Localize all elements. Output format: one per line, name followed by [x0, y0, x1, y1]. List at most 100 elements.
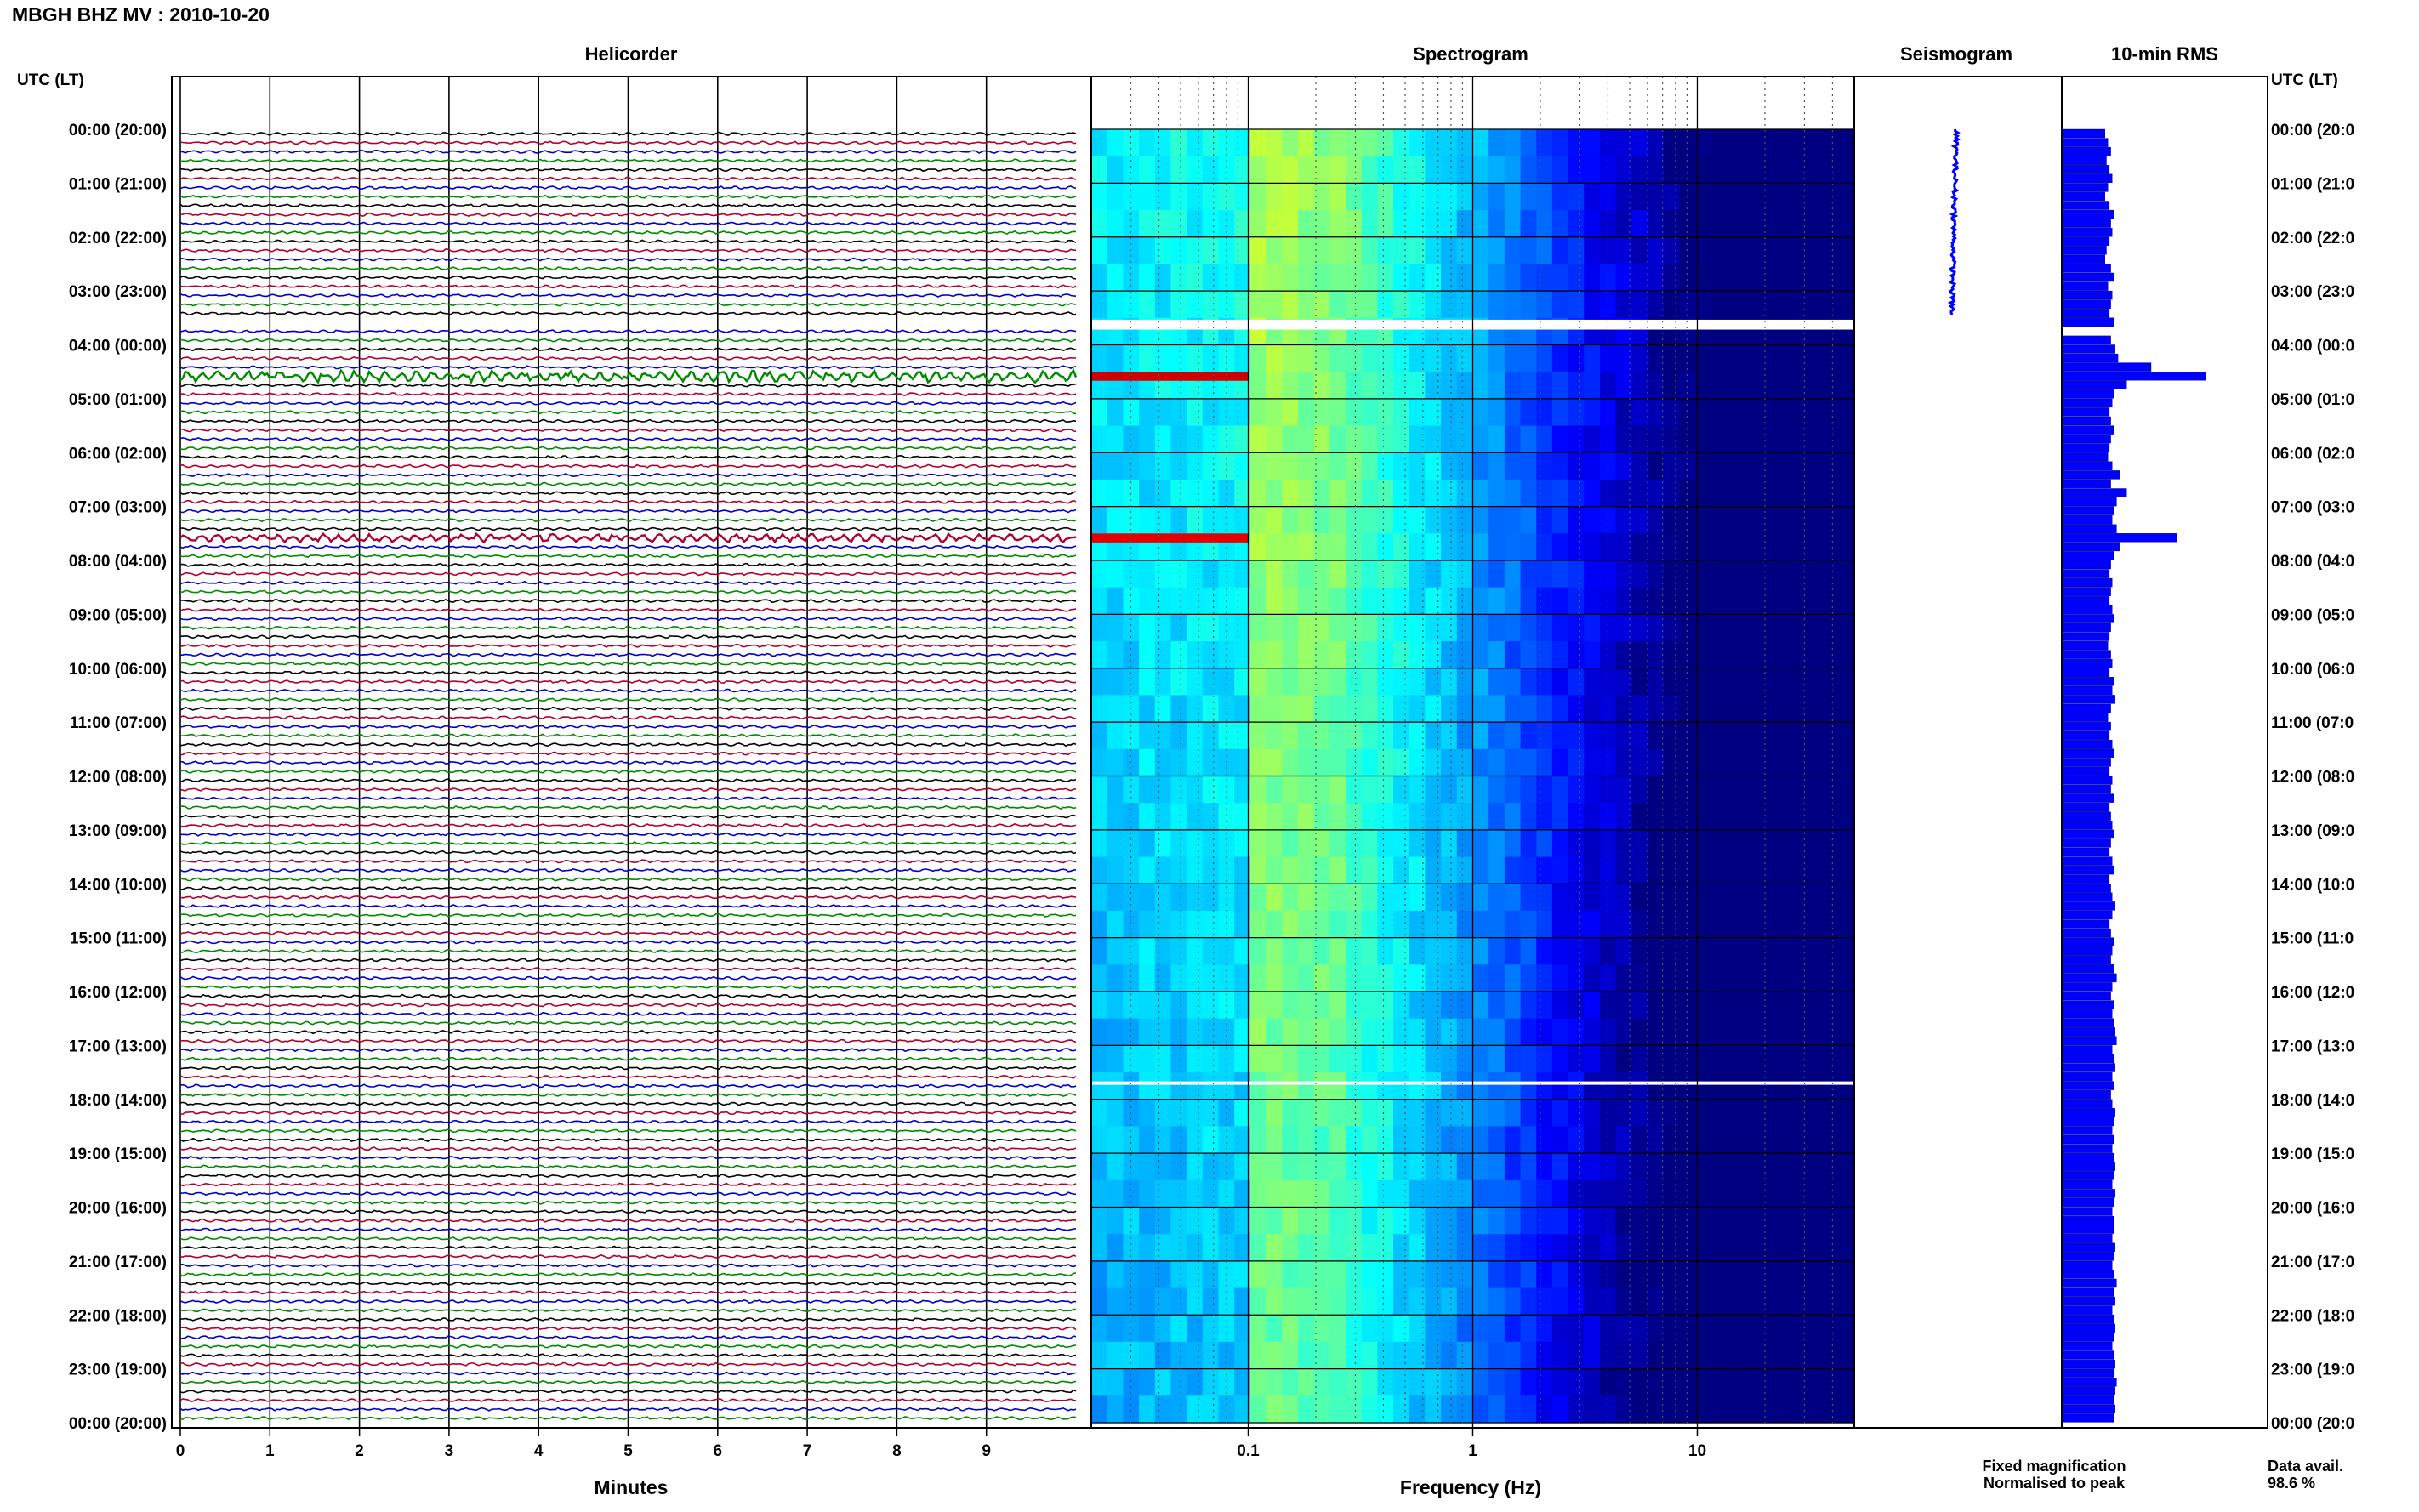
spectrogram-cell	[1456, 614, 1474, 642]
spectrogram-cell	[1504, 937, 1522, 965]
spectrogram-cell	[1520, 560, 1537, 588]
spectrogram-cell	[1139, 695, 1156, 723]
spectrogram-cell	[1822, 1126, 1839, 1154]
spectrogram-cell	[1520, 264, 1537, 292]
spectrogram-cell	[1139, 748, 1156, 777]
spectrogram-cell	[1838, 1045, 1855, 1073]
spectrogram-cell	[1234, 264, 1251, 292]
spectrogram-cell	[1758, 829, 1776, 858]
spectrogram-cell	[1584, 829, 1601, 858]
rms-bar	[2061, 353, 2119, 363]
spectrogram-cell	[1266, 1260, 1283, 1289]
spectrogram-cell	[1377, 748, 1394, 777]
spectrogram-cell	[1091, 183, 1108, 211]
spectrogram-cell	[1790, 210, 1807, 238]
spectrogram-cell	[1790, 1099, 1807, 1128]
spectrogram-cell	[1154, 1126, 1172, 1154]
spectrogram-cell	[1170, 614, 1187, 642]
helicorder-trace	[179, 1371, 1077, 1376]
rms-title: 10-min RMS	[2111, 43, 2218, 65]
spectrogram-cell	[1822, 748, 1839, 777]
spectrogram-cell	[1648, 1395, 1665, 1424]
spectrogram-cell	[1346, 587, 1363, 615]
helicorder-trace	[179, 1029, 1077, 1035]
spectrogram-cell	[1710, 372, 1728, 400]
spectrogram-cell	[1472, 1099, 1489, 1128]
spectrogram-cell	[1568, 910, 1585, 939]
helicorder-trace	[179, 526, 1077, 531]
rms-bar	[2061, 272, 2114, 282]
helicorder-trace	[179, 491, 1077, 496]
spectrogram-cell	[1297, 236, 1315, 265]
spectrogram-cell	[1822, 372, 1839, 400]
spectrogram-cell	[1568, 210, 1585, 238]
spectrogram-cell	[1409, 479, 1426, 508]
spectrogram-cell	[1282, 1099, 1299, 1128]
spectrogram-cell	[1790, 479, 1807, 508]
spectrogram-cell	[1679, 479, 1696, 508]
spectrogram-cell	[1806, 210, 1824, 238]
spectrogram-cell	[1107, 776, 1124, 804]
spectrogram-cell	[1218, 156, 1235, 184]
spectrogram-cell	[1488, 1207, 1505, 1235]
spectrogram-cell	[1107, 803, 1124, 831]
spectrogram-cell	[1822, 614, 1839, 642]
spectrogram-cell	[1806, 614, 1824, 642]
spectrogram-cell	[1154, 937, 1172, 965]
spectrogram-cell	[1154, 183, 1172, 211]
spectrogram-cell	[1361, 1018, 1378, 1046]
spectrogram-cell	[1329, 1260, 1346, 1289]
spectrogram-cell	[1806, 236, 1824, 265]
spectrogram-cell	[1758, 1234, 1776, 1262]
spectrogram-cell	[1107, 1287, 1124, 1316]
spectrogram-cell	[1187, 1072, 1204, 1100]
spectrogram-cell	[1679, 1234, 1696, 1262]
spectrogram-cell	[1441, 748, 1458, 777]
rms-bar	[2061, 398, 2113, 408]
spectrogram-cell	[1139, 506, 1156, 534]
spectrogram-cell	[1409, 1260, 1426, 1289]
spectrogram-cell	[1139, 291, 1156, 319]
spectrogram-cell	[1806, 910, 1824, 939]
spectrogram-cell	[1695, 1018, 1712, 1046]
spectrogram-cell	[1091, 129, 1108, 157]
spectrogram-cell	[1266, 856, 1283, 884]
spectrogram-cell	[1743, 1395, 1760, 1424]
spectrogram-cell	[1758, 1126, 1776, 1154]
rms-bar	[2061, 847, 2110, 857]
spectrogram-cell	[1551, 992, 1569, 1020]
spectrogram-cell	[1346, 1287, 1363, 1316]
spectrogram-cell	[1249, 560, 1267, 588]
spectrogram-cell	[1377, 344, 1394, 372]
helicorder-trace	[179, 787, 1077, 792]
spectrogram-cell	[1551, 695, 1569, 723]
spectrogram-cell	[1441, 183, 1458, 211]
spectrogram-cell	[1218, 937, 1235, 965]
spectrogram-cell	[1297, 344, 1315, 372]
spectrogram-cell	[1631, 1018, 1648, 1046]
spectrogram-cell	[1743, 1260, 1760, 1289]
spectrogram-cell	[1710, 398, 1728, 427]
spectrogram-cell	[1695, 506, 1712, 534]
time-tick-label: 14:00 (10:00)	[69, 876, 167, 894]
spectrogram-title: Spectrogram	[1413, 43, 1528, 65]
helicorder-trace	[179, 257, 1077, 262]
spectrogram-cell	[1297, 748, 1315, 777]
spectrogram-cell	[1123, 452, 1140, 480]
spectrogram-cell	[1377, 479, 1394, 508]
helicorder-trace	[179, 562, 1077, 567]
spectrogram-cell	[1710, 910, 1728, 939]
spectrogram-cell	[1346, 1072, 1363, 1100]
spectrogram-cell	[1536, 210, 1553, 238]
spectrogram-cell	[1249, 1287, 1267, 1316]
spectrogram-cell	[1139, 1368, 1156, 1396]
spectrogram-cell	[1790, 1179, 1807, 1208]
spectrogram-cell	[1425, 1315, 1442, 1343]
rms-bar	[2061, 1242, 2115, 1253]
spectrogram-cell	[1139, 856, 1156, 884]
spectrogram-cell	[1266, 183, 1283, 211]
spectrogram-cell	[1393, 1315, 1410, 1343]
spectrogram-cell	[1743, 479, 1760, 508]
spectrogram-cell	[1504, 1207, 1522, 1235]
spectrogram-cell	[1282, 668, 1299, 696]
